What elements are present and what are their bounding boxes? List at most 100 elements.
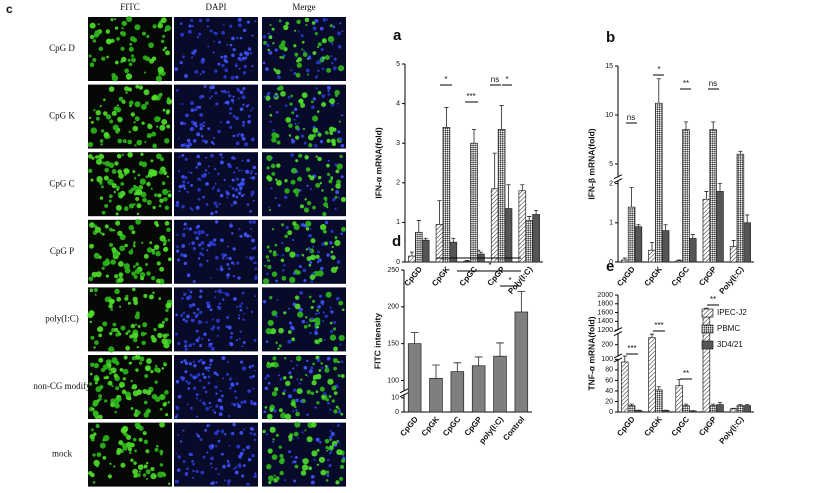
x-tick-label: CpGC [670,415,692,438]
cell [309,332,312,335]
cell [328,395,332,399]
cell [270,331,273,334]
cell [128,249,134,255]
cell [144,140,147,144]
cell [336,449,343,456]
cell [207,243,211,248]
cell [113,465,116,468]
cell [232,102,235,104]
cell [213,136,215,139]
cell [161,188,169,195]
cell [111,110,117,116]
cell [98,333,103,338]
cell [316,75,318,77]
cell [316,260,320,264]
cell [232,134,236,138]
cell [318,258,322,262]
cell [140,152,144,156]
cell [306,184,309,187]
cell [278,85,284,91]
y-tick-label: 2 [609,180,613,187]
cell [210,342,213,346]
cell [341,458,346,463]
cell [120,325,126,331]
cell [183,359,187,363]
error-bar [465,260,470,262]
cell [235,75,239,79]
cell [227,91,230,94]
cell [272,441,274,443]
cell [103,434,110,442]
bar [716,191,724,263]
cell [291,167,297,174]
cell [281,254,284,257]
cell [264,377,267,380]
cell [159,407,163,411]
cell [313,458,316,461]
cell [143,253,149,259]
cell [180,253,184,257]
cell [242,366,246,371]
cell [222,257,225,260]
cell [225,372,229,376]
cell [215,204,219,208]
cell [294,295,300,300]
cell [330,138,336,144]
cell [103,131,110,138]
cell [193,121,197,126]
cell [186,273,191,278]
cell [334,239,341,247]
cell [159,198,164,203]
cell [230,432,233,434]
y-axis-label: FITC intensity [372,313,382,369]
cell [249,109,252,112]
cell [98,255,102,259]
cell [309,175,315,181]
cell [99,196,104,200]
axis-break-gap [614,176,622,181]
cell [326,206,329,209]
cell [198,243,202,247]
cell [220,55,224,59]
cell [119,190,126,197]
cell [202,455,206,459]
cell [254,261,257,265]
cell [188,343,193,348]
cell [328,179,333,184]
axis-break [613,331,623,337]
bar [648,337,656,413]
cell [221,253,225,257]
axis-break [613,174,623,180]
cell [110,367,117,374]
cell [310,100,314,104]
error-bar [738,150,743,155]
cell [199,344,203,348]
cell [149,241,153,245]
cell [91,407,95,411]
cell [186,138,191,143]
cell [304,429,307,432]
cell [304,198,307,201]
cell [226,459,230,463]
cell [182,429,185,432]
cell [310,280,314,283]
cell [102,364,109,370]
cell [213,201,218,205]
cell [211,346,215,351]
cell [175,405,178,408]
cell [141,340,146,346]
error-bar [717,183,723,192]
cell [219,153,223,157]
cell [253,401,257,406]
cell [152,291,155,295]
cell [104,224,109,229]
cell [140,276,145,281]
cell [229,386,232,390]
cell [95,271,102,278]
cell [304,155,309,160]
cell [102,321,108,327]
cell [291,438,294,440]
cell [330,250,334,254]
bar [490,188,499,263]
cell [321,94,326,98]
